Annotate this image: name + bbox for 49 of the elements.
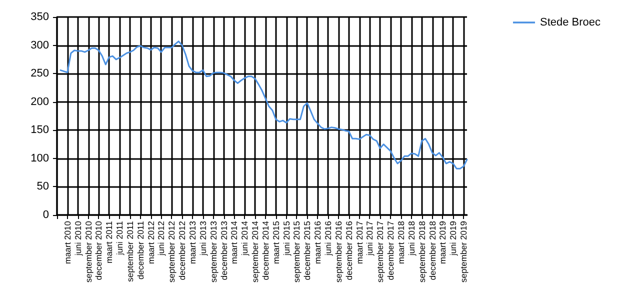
x-tick-label: december 2010 [94, 220, 104, 280]
legend-label: Stede Broec [540, 16, 602, 28]
y-tick-label: 350 [30, 11, 49, 23]
x-tick-label: september 2019 [458, 220, 469, 282]
x-tick-label: december 2016 [344, 220, 354, 280]
x-tick-label: december 2012 [177, 220, 188, 280]
x-tick-label: september 2017 [375, 220, 386, 282]
x-tick-label: juni 2012 [156, 220, 166, 257]
y-tick-label: 0 [42, 209, 49, 221]
x-tick-label: maart 2018 [396, 220, 406, 264]
y-tick-label: 300 [30, 39, 49, 52]
y-tick-label: 200 [30, 96, 49, 108]
y-tick-label: 150 [30, 124, 49, 136]
y-tick-label: 100 [30, 152, 49, 164]
x-tick-label: juni 2017 [364, 220, 375, 257]
y-tick-label: 50 [36, 180, 49, 193]
x-tick-label: juni 2015 [281, 220, 292, 257]
x-tick-label: september 2016 [333, 220, 344, 282]
x-tick-label: december 2018 [427, 220, 438, 280]
y-tick-label: 250 [30, 68, 49, 80]
x-tick-label: juni 2018 [406, 220, 416, 257]
x-tick-label: december 2013 [218, 220, 229, 280]
x-tick-label: september 2012 [166, 220, 177, 282]
x-tick-label: december 2014 [260, 220, 270, 280]
x-tick-label: juni 2019 [448, 220, 458, 257]
x-tick-label: maart 2013 [188, 220, 198, 264]
x-tick-label: juni 2013 [198, 220, 208, 257]
x-tick-label: december 2015 [302, 220, 312, 280]
x-tick-label: maart 2010 [62, 220, 72, 264]
x-tick-label: juni 2016 [323, 220, 334, 257]
x-tick-label: september 2011 [124, 220, 135, 282]
x-tick-label: maart 2017 [354, 220, 364, 264]
x-tick-label: juni 2014 [240, 220, 250, 257]
x-tick-label: juni 2010 [72, 220, 83, 257]
x-tick-label: september 2013 [208, 220, 218, 282]
x-tick-label: september 2010 [83, 220, 94, 282]
x-tick-label: december 2017 [386, 220, 396, 280]
x-tick-label: september 2014 [250, 220, 260, 282]
x-tick-label: juni 2011 [114, 220, 125, 256]
x-tick-label: maart 2019 [438, 220, 448, 264]
x-tick-label: maart 2014 [229, 220, 240, 264]
line-series [60, 40, 468, 170]
x-tick-label: december 2011 [135, 220, 146, 280]
x-tick-label: maart 2012 [146, 220, 156, 264]
x-tick-label: september 2015 [292, 220, 302, 282]
x-tick-label: september 2018 [416, 220, 427, 282]
x-tick-label: maart 2015 [270, 220, 281, 264]
x-tick-label: maart 2011 [104, 220, 114, 264]
x-tick-label: maart 2016 [312, 220, 323, 264]
